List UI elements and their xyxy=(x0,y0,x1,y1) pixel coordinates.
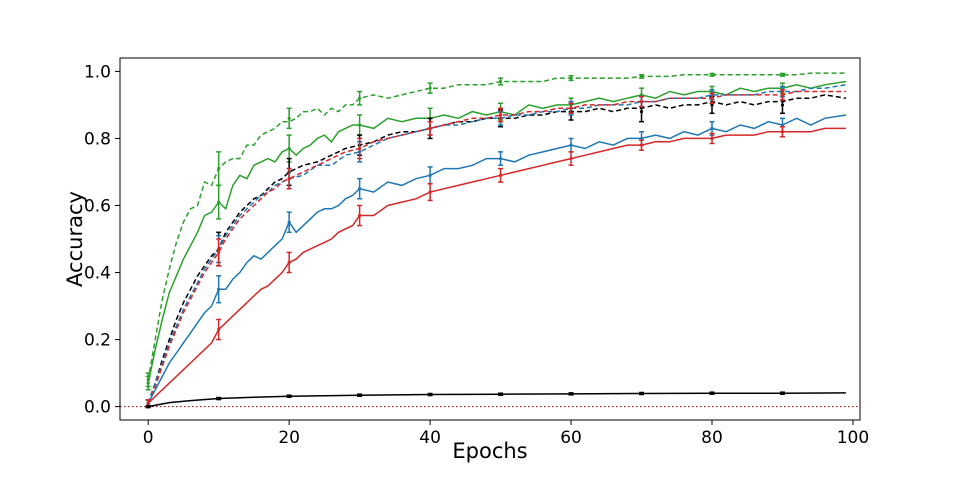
y-tick-label: 1.0 xyxy=(84,62,111,82)
series-7 xyxy=(145,125,846,408)
error-bar xyxy=(286,251,292,274)
y-axis-label: Accuracy xyxy=(63,191,87,287)
y-tick-label: 0.0 xyxy=(84,398,111,418)
series-line xyxy=(147,90,846,404)
error-bar xyxy=(286,167,292,190)
error-bar xyxy=(216,238,222,267)
error-bar xyxy=(216,318,222,341)
series-2 xyxy=(145,80,847,391)
error-bar xyxy=(498,107,504,123)
error-bar xyxy=(568,75,574,82)
x-tick-label: 100 xyxy=(837,428,869,448)
y-axis: 0.0 0.2 0.4 0.6 0.8 1.0 xyxy=(84,62,120,418)
series-line xyxy=(147,84,847,404)
error-bar xyxy=(216,275,222,304)
error-bar xyxy=(709,391,715,395)
series-line xyxy=(148,392,846,408)
series-line xyxy=(147,72,846,380)
error-bar xyxy=(498,392,504,396)
y-tick-label: 0.6 xyxy=(84,196,111,216)
error-bar xyxy=(357,204,363,227)
error-bar xyxy=(286,107,292,130)
error-bar xyxy=(779,391,785,395)
error-bar xyxy=(498,151,504,167)
error-bar xyxy=(216,396,222,401)
x-tick-label: 0 xyxy=(143,428,154,448)
series-line xyxy=(147,80,847,384)
series-6 xyxy=(145,114,847,408)
series-8 xyxy=(145,391,846,409)
x-tick-label: 20 xyxy=(278,428,300,448)
error-bar xyxy=(498,77,504,86)
error-bar xyxy=(286,211,292,234)
error-bar xyxy=(709,72,715,77)
error-bar xyxy=(639,391,645,396)
error-bar xyxy=(145,404,151,409)
error-bar xyxy=(216,184,222,220)
y-tick-label: 0.2 xyxy=(84,331,111,351)
error-bar xyxy=(286,134,292,163)
error-bar xyxy=(709,132,715,145)
x-tick-label: 40 xyxy=(419,428,441,448)
error-bar xyxy=(427,82,433,94)
error-bar xyxy=(639,139,645,151)
error-bar xyxy=(357,137,363,160)
error-bar xyxy=(568,102,574,115)
series-line xyxy=(147,127,846,404)
series-1 xyxy=(145,72,846,388)
error-bar xyxy=(427,120,433,136)
error-bar xyxy=(286,394,292,398)
y-tick-label: 0.4 xyxy=(84,264,111,284)
x-tick-label: 80 xyxy=(701,428,723,448)
error-bar xyxy=(709,92,715,104)
error-bar xyxy=(357,177,363,200)
error-bar xyxy=(779,89,785,101)
x-axis: 0 20 40 60 80 100 xyxy=(143,420,869,448)
error-bar xyxy=(639,95,645,108)
error-bar xyxy=(357,393,363,397)
axes-frame xyxy=(119,57,861,421)
x-tick-label: 60 xyxy=(560,428,582,448)
series-line xyxy=(147,94,847,404)
error-bar xyxy=(779,72,785,77)
error-bar xyxy=(498,167,504,183)
series-3 xyxy=(145,94,847,408)
error-bar xyxy=(357,90,363,106)
error-bar xyxy=(427,182,433,202)
error-bar xyxy=(568,392,574,396)
error-bar xyxy=(216,151,222,187)
error-bar xyxy=(145,375,151,391)
y-tick-label: 0.8 xyxy=(84,129,111,149)
plot-area xyxy=(120,72,860,409)
error-bar xyxy=(639,74,645,79)
error-bar xyxy=(427,392,433,397)
x-axis-label: Epochs xyxy=(452,439,527,463)
error-bar xyxy=(779,125,785,138)
series-4 xyxy=(145,84,847,408)
error-bar xyxy=(568,151,574,167)
series-5 xyxy=(145,89,846,408)
series-line xyxy=(147,114,847,404)
